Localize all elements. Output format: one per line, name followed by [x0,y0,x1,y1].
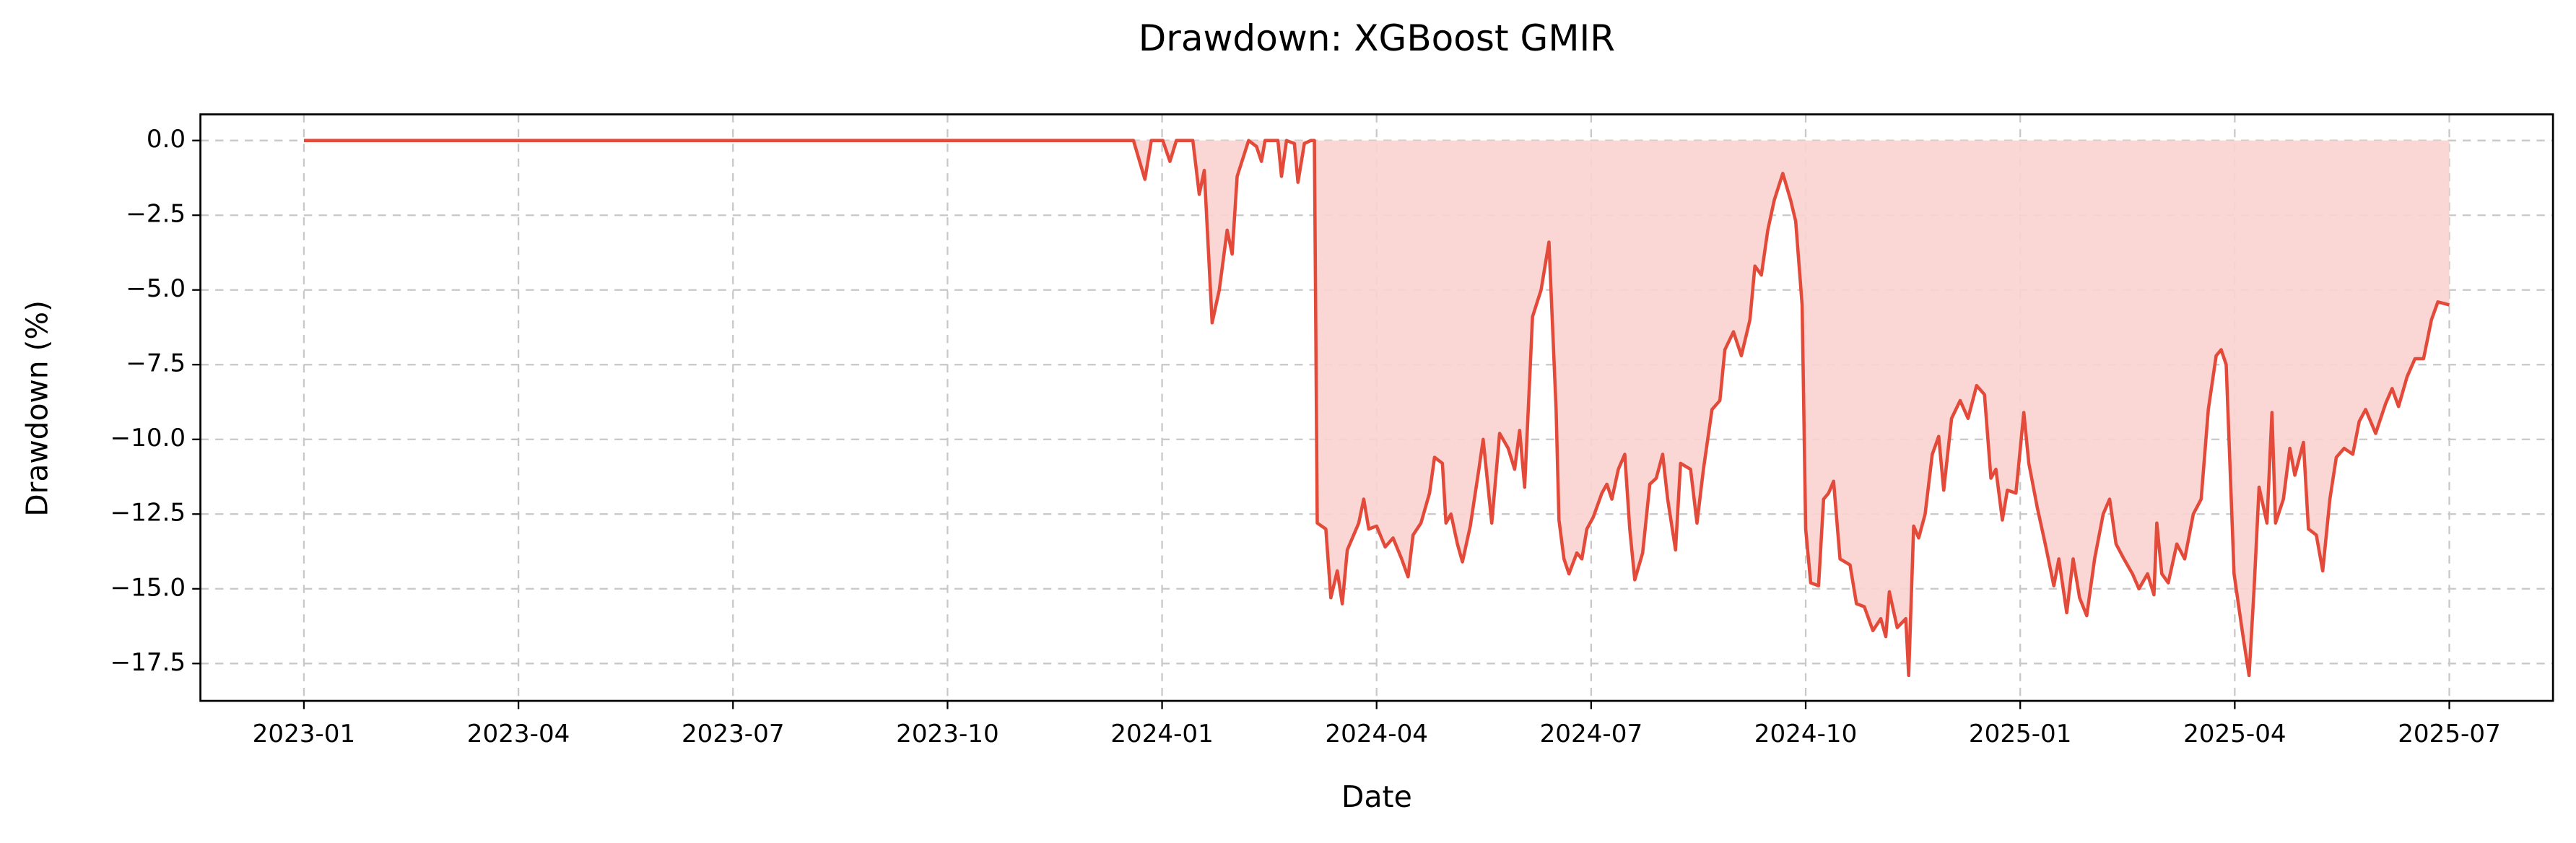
y-tick-label: −15.0 [110,573,186,602]
x-axis-label: Date [1341,779,1412,814]
x-tick-label: 2025-04 [2183,720,2286,748]
x-tick-label: 2023-04 [467,720,570,748]
x-tick-label: 2025-07 [2398,720,2501,748]
y-tick-label: −5.0 [126,274,186,303]
y-tick-label: −17.5 [110,648,186,677]
y-tick-label: 0.0 [147,125,186,154]
y-tick-label: −7.5 [126,349,186,378]
x-tick-label: 2024-04 [1325,720,1428,748]
x-tick-label: 2024-07 [1540,720,1643,748]
y-tick-label: −2.5 [126,200,186,229]
x-tick-label: 2024-01 [1110,720,1214,748]
drawdown-line [303,139,2450,678]
x-tick-label: 2023-01 [253,720,356,748]
x-tick-label: 2025-01 [1969,720,2072,748]
y-tick-label: −12.5 [110,499,186,528]
x-tick-label: 2023-10 [896,720,999,748]
y-tick-label: −10.0 [110,424,186,453]
plot-frame [199,113,2554,702]
y-axis-label: Drawdown (%) [20,300,55,517]
x-tick-label: 2023-07 [682,720,785,748]
x-tick-label: 2024-10 [1754,720,1858,748]
chart-title: Drawdown: XGBoost GMIR [1139,17,1615,59]
